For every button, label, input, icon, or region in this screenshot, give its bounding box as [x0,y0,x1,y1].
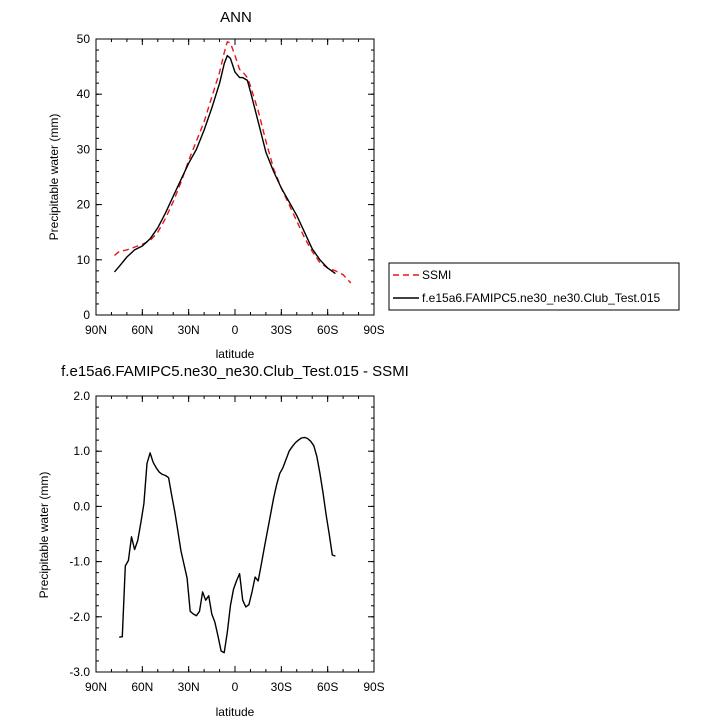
bottom-y-tick-label: -3.0 [69,665,90,679]
top-x-tick-label: 90N [85,323,107,337]
bottom-x-axis-label: latitude [216,705,255,719]
bottom-y-tick-label: 1.0 [73,444,90,458]
bottom-chart-title: f.e15a6.FAMIPC5.ne30_ne30.Club_Test.015 … [61,363,409,380]
bottom-x-tick-label: 60N [131,680,153,694]
top-x-tick-label: 90S [363,323,384,337]
bottom-plot-frame [95,395,375,673]
bottom-y-tick-label: -2.0 [69,610,90,624]
bottom-x-tick-label: 0 [232,680,239,694]
top-chart-title: ANN [220,9,252,26]
bottom-panel: f.e15a6.FAMIPC5.ne30_ne30.Club_Test.015 … [37,363,409,719]
top-y-axis: 0 10 20 30 40 50 [77,32,374,322]
bottom-x-tick-label: 30S [271,680,292,694]
bottom-x-tick-label: 30N [178,680,200,694]
bottom-series-line-0 [119,436,336,654]
legend-box [388,262,680,311]
top-series-line-1 [113,54,336,275]
top-x-tick-label: 30S [271,323,292,337]
top-y-tick-label: 40 [77,87,91,101]
top-x-tick-label: 60N [131,323,153,337]
top-y-tick-label: 0 [83,308,90,322]
top-y-tick-label: 10 [77,253,91,267]
bottom-y-axis-label: Precipitable water (mm) [37,472,51,599]
bottom-x-tick-label: 90S [363,680,384,694]
bottom-series-group [119,436,336,654]
top-series-group [113,41,352,284]
top-panel: ANN 0 10 20 30 40 50 90N 60N 30N 0 30S 60S 90S lati… [47,9,385,361]
top-series-line-0 [114,41,352,284]
top-y-axis-label: Precipitable water (mm) [47,114,61,241]
top-x-tick-label: 30N [178,323,200,337]
bottom-y-axis: -3.0 -2.0 -1.0 0.0 1.0 2.0 [69,389,374,679]
top-x-axis: 90N 60N 30N 0 30S 60S 90S [85,39,385,337]
legend-label-ssmi: SSMI [422,268,451,282]
bottom-x-tick-label: 60S [317,680,338,694]
bottom-x-tick-label: 90N [85,680,107,694]
top-x-tick-label: 0 [232,323,239,337]
bottom-y-tick-label: 2.0 [73,389,90,403]
legend: SSMI f.e15a6.FAMIPC5.ne30_ne30.Club_Test… [388,262,680,311]
top-y-tick-label: 20 [77,198,91,212]
top-x-tick-label: 60S [317,323,338,337]
top-x-axis-label: latitude [216,347,255,361]
top-y-tick-label: 30 [77,142,91,156]
bottom-x-axis: 90N 60N 30N 0 30S 60S 90S [85,396,385,694]
legend-label-model: f.e15a6.FAMIPC5.ne30_ne30.Club_Test.015 [422,291,660,305]
top-y-tick-label: 50 [77,32,91,46]
bottom-y-tick-label: -1.0 [69,555,90,569]
top-plot-frame [95,38,375,316]
bottom-y-tick-label: 0.0 [73,499,90,513]
